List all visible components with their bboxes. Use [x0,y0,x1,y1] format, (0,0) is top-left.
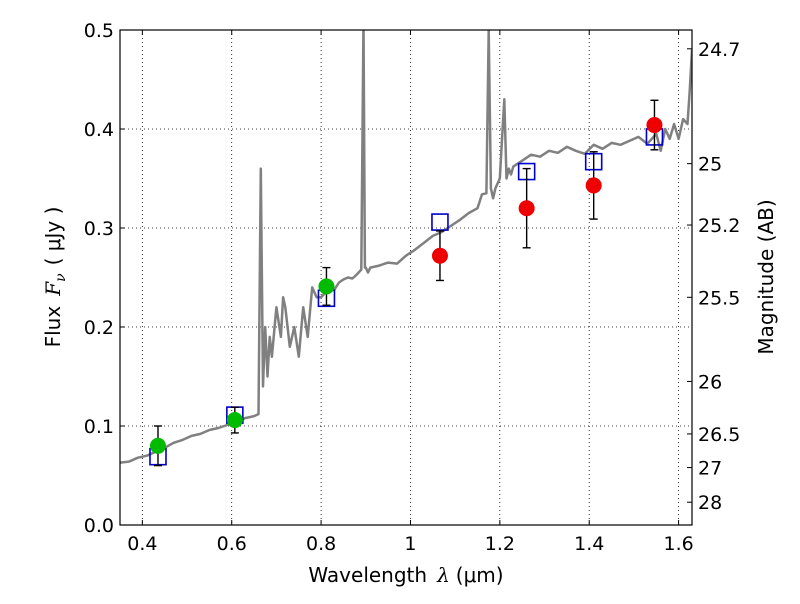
markers [149,99,664,467]
y2-tick-label: 26 [698,371,722,393]
data-point [149,437,166,454]
y2-axis: 24.7 25 25.2 25.5 26 26.5 27 28 [687,39,740,514]
y2-tick-label: 28 [698,492,722,514]
y2-tick-label: 25 [698,154,722,176]
y2-tick-label: 26.5 [698,424,740,446]
data-point [518,200,535,217]
y-tick-label: 0.1 [84,416,114,438]
x-tick-label: 1 [404,533,416,555]
data-point [318,278,335,295]
y2-tick-label: 25.5 [698,287,740,309]
data-point [646,117,663,134]
y2-tick-label: 27 [698,458,722,480]
grid [120,29,692,526]
y2-axis-label: Magnitude (AB) [754,199,778,354]
data-point [585,177,602,194]
y-tick-label: 0.0 [84,515,114,537]
x-tick-label: 1.4 [574,533,604,555]
data-point [226,412,243,429]
y2-tick-label: 25.2 [698,215,740,237]
x-tick-label: 0.8 [306,533,336,555]
x-tick-label: 0.4 [127,533,157,555]
plot-series [120,30,692,464]
model-square-marker [431,213,449,231]
x-tick-label: 1.2 [485,533,515,555]
y2-tick-label: 24.7 [698,39,740,61]
y-tick-label: 0.2 [84,317,114,339]
y-tick-label: 0.3 [84,218,114,240]
x-tick-label: 0.6 [217,533,247,555]
x-tick-label: 1.6 [663,533,693,555]
x-axis: 0.4 0.6 0.8 1 1.2 1.4 1.6 [127,30,694,555]
y-tick-label: 0.4 [84,119,114,141]
x-axis-label: Wavelength λ (μm) [308,563,503,587]
data-point [431,247,448,264]
y-axis-label: FluxFν( μJy ) [41,207,69,348]
y-axis: 0.0 0.1 0.2 0.3 0.4 0.5 [84,20,125,537]
spectrum-line [120,30,692,464]
y-tick-label: 0.5 [84,20,114,42]
plot-frame [119,29,693,526]
